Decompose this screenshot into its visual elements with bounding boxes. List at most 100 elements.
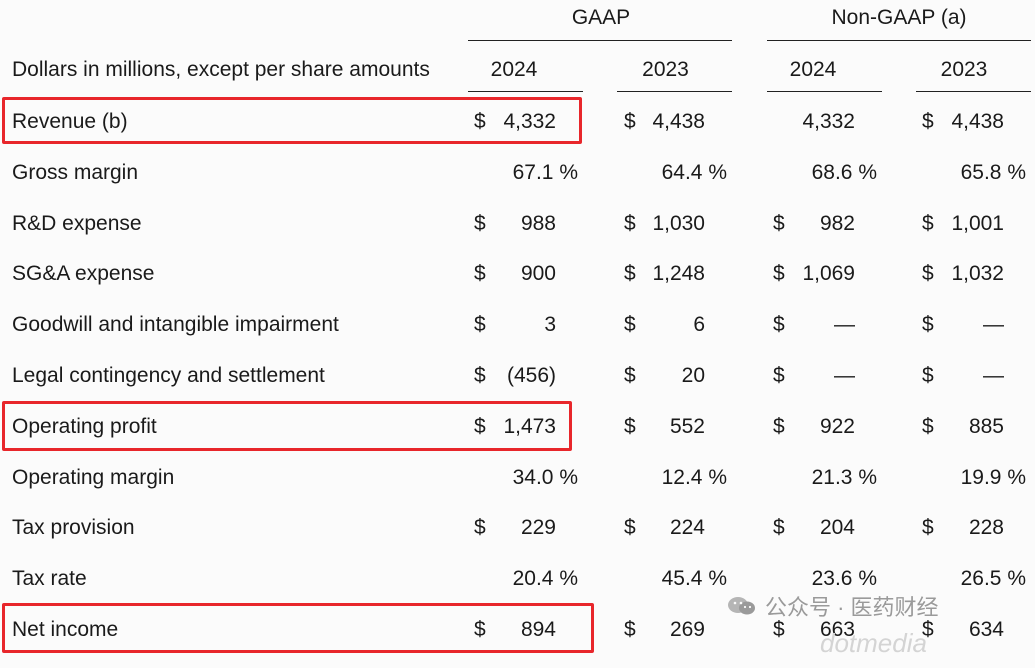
- table-cell-value: 1,248: [652, 262, 705, 285]
- table-cell-value: 6: [693, 313, 705, 336]
- table-cell-value: —: [983, 313, 1004, 336]
- table-cell-value: 4,438: [951, 110, 1004, 133]
- table-cell-value: 1,001: [951, 212, 1004, 235]
- table-cell-value: 228: [968, 516, 1004, 539]
- non-gaap-header: Non-GAAP (a): [831, 6, 967, 29]
- year-nongaap-2023: 2023: [940, 58, 988, 81]
- currency-symbol: $: [474, 364, 486, 387]
- year-gaap-2023: 2023: [642, 58, 689, 81]
- table-cell-value: 204: [819, 516, 855, 539]
- table-cell-value: —: [834, 313, 855, 336]
- table-row: Revenue (b) $4,332 $4,438 4,332 $4,438: [0, 110, 1035, 160]
- table-cell-value: 224: [669, 516, 705, 539]
- currency-symbol: $: [474, 110, 486, 133]
- watermark-text: 公众号 · 医药财经: [765, 595, 939, 620]
- table-cell-value: 19.9 %: [960, 466, 1026, 489]
- currency-symbol: $: [773, 364, 785, 387]
- table-row: Legal contingency and settlement $ (456) $2…: [0, 364, 1035, 414]
- currency-symbol: $: [624, 415, 636, 438]
- currency-symbol: $: [922, 364, 934, 387]
- table-cell-value: 634: [968, 618, 1004, 641]
- table-row: Gross margin 67.1 % 64.4 % 68.6 % 65.8 %: [0, 161, 1035, 211]
- watermark-faint: dotmedia: [820, 628, 927, 658]
- table-cell-value: 988: [520, 212, 556, 235]
- table-cell-value: 894: [520, 618, 556, 641]
- currency-symbol: $: [922, 618, 934, 641]
- table-row: Tax provision $229 $224 $204 $228: [0, 516, 1035, 566]
- currency-symbol: $: [474, 516, 486, 539]
- row-label: Operating margin: [12, 466, 175, 489]
- currency-symbol: $: [624, 618, 636, 641]
- table-cell-value: 982: [819, 212, 855, 235]
- currency-symbol: $: [474, 262, 486, 285]
- currency-symbol: $: [773, 516, 785, 539]
- table-row: Operating profit $1,473 $552 $922 $885: [0, 415, 1035, 465]
- gaap-header-rule: [468, 40, 732, 41]
- table-cell-value: —: [834, 364, 855, 387]
- table-cell-value: 26.5 %: [960, 567, 1026, 590]
- currency-symbol: $: [922, 262, 934, 285]
- currency-symbol: $: [624, 262, 636, 285]
- currency-symbol: $: [922, 212, 934, 235]
- table-cell-value: 922: [819, 415, 855, 438]
- table-cell-value: 20.4 %: [512, 567, 578, 590]
- wechat-icon: [728, 597, 755, 615]
- table-row: SG&A expense $900 $1,248 $1,069 $1,032: [0, 262, 1035, 312]
- table-cell-value: 23.6 %: [811, 567, 877, 590]
- table-cell-value: 3: [544, 313, 556, 336]
- table-row: Operating margin 34.0 % 12.4 % 21.3 % 19.9 %: [0, 466, 1035, 516]
- currency-symbol: $: [624, 313, 636, 336]
- currency-symbol: $: [773, 415, 785, 438]
- year-rule-gaap-2024: [468, 91, 583, 92]
- table-row: Goodwill and intangible impairment $3 $6 $ —…: [0, 313, 1035, 363]
- table-cell-value: 900: [520, 262, 556, 285]
- currency-symbol: $: [773, 313, 785, 336]
- table-row: R&D expense $988 $1,030 $982 $1,001: [0, 212, 1035, 262]
- table-cell-value: 34.0 %: [512, 466, 578, 489]
- year-rule-nongaap-2024: [767, 91, 882, 92]
- year-rule-gaap-2023: [617, 91, 732, 92]
- table-cell-value: 4,438: [652, 110, 705, 133]
- currency-symbol: $: [474, 212, 486, 235]
- row-label: R&D expense: [12, 212, 142, 235]
- table-row: Net income $894 $269 $663 $634: [0, 618, 1035, 668]
- table-cell-value: 229: [520, 516, 556, 539]
- currency-symbol: $: [624, 364, 636, 387]
- table-cell-value: 4,332: [503, 110, 556, 133]
- row-label: Tax provision: [12, 516, 135, 539]
- table-cell-value: 12.4 %: [661, 466, 727, 489]
- table-cell-value: 20: [681, 364, 705, 387]
- table-row: Tax rate 20.4 % 45.4 % 23.6 % 26.5 %: [0, 567, 1035, 617]
- row-label: Operating profit: [12, 415, 157, 438]
- table-cell-value: 1,069: [802, 262, 855, 285]
- currency-symbol: $: [922, 313, 934, 336]
- table-cell-value: 45.4 %: [661, 567, 727, 590]
- currency-symbol: $: [474, 415, 486, 438]
- table-cell-value: 4,332: [802, 110, 855, 133]
- row-label: SG&A expense: [12, 262, 155, 285]
- table-cell-value: —: [983, 364, 1004, 387]
- year-nongaap-2024: 2024: [789, 58, 837, 81]
- currency-symbol: $: [773, 212, 785, 235]
- currency-symbol: $: [474, 313, 486, 336]
- table-cell-value: 1,032: [951, 262, 1004, 285]
- currency-symbol: $: [773, 262, 785, 285]
- currency-symbol: $: [624, 516, 636, 539]
- description-header: Dollars in millions, except per share am…: [12, 58, 430, 81]
- non-gaap-header-rule: [767, 40, 1031, 41]
- currency-symbol: $: [773, 618, 785, 641]
- currency-symbol: $: [922, 516, 934, 539]
- gaap-header: GAAP: [571, 6, 631, 29]
- table-cell-value: 65.8 %: [960, 161, 1026, 184]
- row-label: Legal contingency and settlement: [12, 364, 325, 387]
- currency-symbol: $: [624, 212, 636, 235]
- table-cell-value: 1,473: [503, 415, 556, 438]
- row-label: Net income: [12, 618, 119, 641]
- table-cell-value: 269: [669, 618, 705, 641]
- table-cell-value: 663: [819, 618, 855, 641]
- table-cell-value: 552: [669, 415, 705, 438]
- row-label: Tax rate: [12, 567, 87, 590]
- currency-symbol: $: [922, 415, 934, 438]
- table-cell-value: 885: [968, 415, 1004, 438]
- currency-symbol: $: [474, 618, 486, 641]
